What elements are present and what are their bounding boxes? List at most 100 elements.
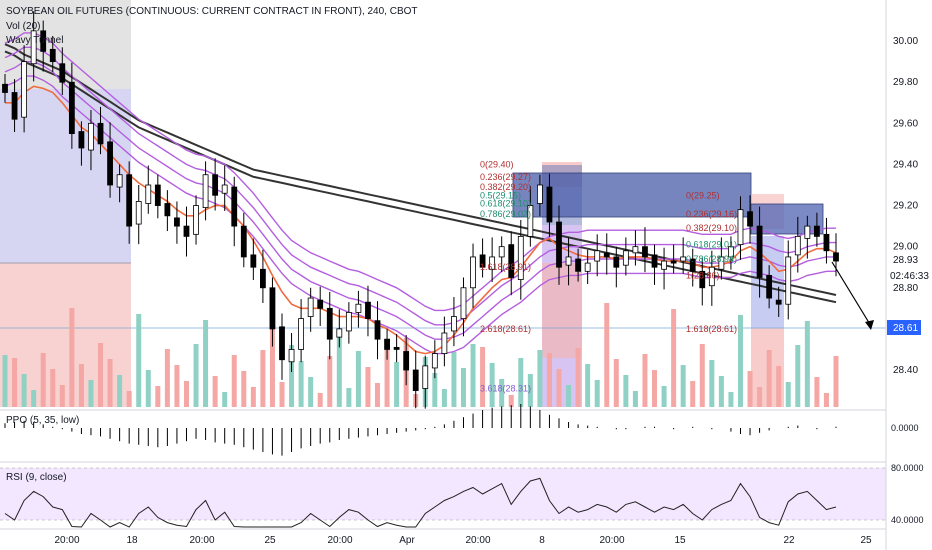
volume-bar [785,382,791,407]
volume-bar [174,365,180,407]
volume-bar [566,385,572,407]
candle-body [240,225,247,258]
candle-body [584,262,591,272]
candle-body [527,205,534,237]
candle-body [97,122,104,145]
volume-bar [441,389,447,407]
volume-bar [537,350,543,407]
arrow-head [865,320,874,330]
ema-line [5,85,837,355]
fib-label: 0.5(29.15) [480,190,521,200]
candle-body [2,83,8,93]
ppo-label: PPO (5, 35, low) [6,415,80,426]
volume-bar [652,370,658,407]
candle-body [269,287,276,330]
volume-bar [145,370,151,407]
volume-bar [585,364,591,407]
volume-bar [489,363,495,407]
candle-body [431,353,438,369]
volume-bar [183,381,189,407]
candle-body [565,256,572,266]
candle-body [794,235,801,256]
volume-bar [709,360,715,407]
volume-bar [317,393,323,407]
candle-body [345,312,352,332]
candle-body [718,256,725,270]
volume-bar [718,376,724,407]
candle-body [145,184,152,204]
fib-label: 0.236(29.27) [480,172,531,182]
fib-label: 0.382(29.10) [686,223,737,233]
rsi-line [4,477,837,528]
candle-body [737,209,744,246]
y-tick-label: 29.60 [893,118,918,129]
current-price-text: 28.93 [893,255,918,266]
volume-bar [193,344,199,407]
candle-body [699,270,706,289]
fib-label: 0.618(29.10) [480,199,531,209]
candle-body [279,326,285,361]
rsi-tick-label: 40.0000 [891,515,924,525]
volume-bar [728,392,734,407]
volume-bar [50,369,56,407]
candle-body [775,299,782,305]
candle-body [317,299,324,309]
candle-body [422,365,429,389]
volume-bar [432,373,438,407]
candle-body [221,184,228,194]
volume-bar [747,371,753,407]
candle-body [517,235,524,280]
x-tick-label: Apr [399,535,415,546]
volume-bar [298,361,304,407]
volume-bar [365,367,371,407]
candle-body [575,258,582,272]
fib-label: 0.618(29.01) [686,240,737,250]
y-tick-label: 29.20 [893,201,918,212]
candle-body [11,92,18,120]
volume-bar [604,303,610,407]
volume-bar [69,308,75,407]
volume-bar [556,369,562,407]
candle-body [613,256,620,268]
x-tick-label: 8 [539,535,545,546]
candle-body [451,316,457,332]
volume-bar [470,344,476,407]
x-tick-label: 20:00 [465,535,490,546]
candle-body [441,332,448,354]
candle-body [728,246,734,258]
volume-bar [308,377,314,407]
volume-bar [107,359,113,407]
volume-bar [327,356,333,407]
price-axis: 30.00 29.80 29.60 29.40 29.20 29.00 28.80 28.40… [885,0,929,550]
candle-body [21,61,28,118]
fib-label: 1(28.86) [686,270,720,280]
volume-bar [632,391,638,407]
tunnel-line [4,75,836,355]
volume-bar [814,377,820,407]
candle-body [126,174,133,227]
x-tick-label: 25 [860,535,872,546]
candle-body [823,233,830,252]
ppo-panel [0,404,886,460]
x-tick-label: 22 [783,535,795,546]
candle-body [489,256,496,270]
candle-body [326,307,333,340]
candle-body [164,203,171,217]
volume-bar [527,374,533,407]
volume-bar [451,352,457,407]
volume-bar [279,382,285,407]
volume-bar [499,379,505,407]
volume-bar [594,380,600,407]
pos2-blue [750,203,824,235]
volume-bar [699,344,705,407]
volume-bar [336,332,342,407]
candle-body [594,250,601,262]
y-tick-label: 28.40 [893,365,918,376]
candle-body [250,254,257,268]
candle-body [116,174,123,188]
fib-label: 1.618(28.91) [480,262,531,272]
time-axis: 20:00 18 20:00 25 20:00 Apr 20:00 8 20:00 15 22 25 [0,528,886,546]
candle-body [479,254,486,268]
volume-bar [269,326,275,407]
